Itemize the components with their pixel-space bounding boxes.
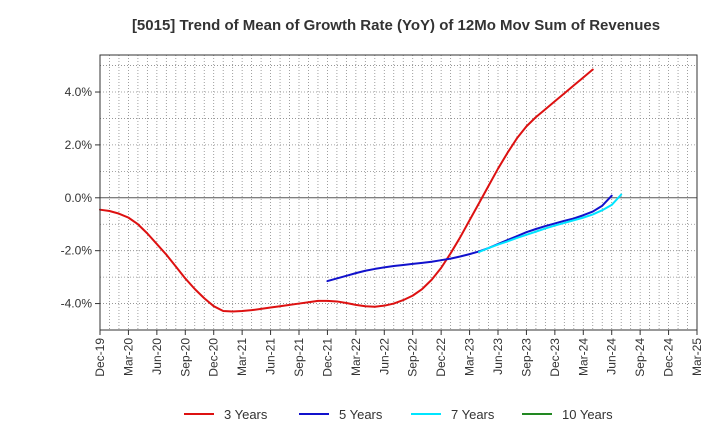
y-tick-label: -2.0% [61,244,93,258]
x-tick-label: Sep-22 [406,338,420,377]
x-tick-label: Mar-23 [463,338,477,376]
x-tick-label: Mar-25 [690,338,704,376]
legend-label: 10 Years [562,407,613,422]
series-line-7-years [478,193,623,253]
legend: 3 Years 5 Years 7 Years 10 Years [184,407,613,422]
x-tick-label: Dec-24 [662,338,676,377]
x-tick-label: Dec-22 [434,338,448,377]
x-tick-label: Mar-20 [121,338,135,376]
x-tick-label: Dec-21 [320,338,334,377]
x-tick-label: Dec-19 [93,338,107,377]
legend-label: 3 Years [224,407,268,422]
x-tick-label: Dec-20 [207,338,221,377]
x-tick-label: Sep-24 [633,338,647,377]
x-tick-label: Jun-22 [377,338,391,375]
x-tick-label: Sep-21 [292,338,306,377]
x-tick-label: Mar-21 [235,338,249,376]
x-tick-label: Dec-23 [548,338,562,377]
legend-label: 5 Years [339,407,383,422]
x-tick-label: Jun-21 [264,338,278,375]
y-tick-label: 2.0% [65,138,93,152]
x-tick-label: Jun-23 [491,338,505,375]
series-group [99,68,623,313]
y-tick-label: 4.0% [65,85,93,99]
x-tick-label: Jun-24 [605,338,619,375]
legend-label: 7 Years [451,407,495,422]
x-tick-label: Mar-24 [576,338,590,376]
plot-frame [99,54,698,331]
chart-title: [5015] Trend of Mean of Growth Rate (YoY… [132,17,660,34]
x-tick-label: Sep-23 [519,338,533,377]
grid [100,55,697,331]
x-tick-label: Mar-22 [349,338,363,376]
series-line-3-years [99,68,594,313]
x-tick-label: Sep-20 [178,338,192,377]
x-tick-label: Jun-20 [150,338,164,375]
y-tick-label: 0.0% [65,191,93,205]
y-axis: -4.0% -2.0% 0.0% 2.0% 4.0% [61,85,100,311]
x-axis: Dec-19 Mar-20 Jun-20 Sep-20 Dec-20 Mar-21 Jun-… [93,330,704,377]
y-tick-label: -4.0% [61,297,93,311]
series-line-5-years [326,194,613,283]
